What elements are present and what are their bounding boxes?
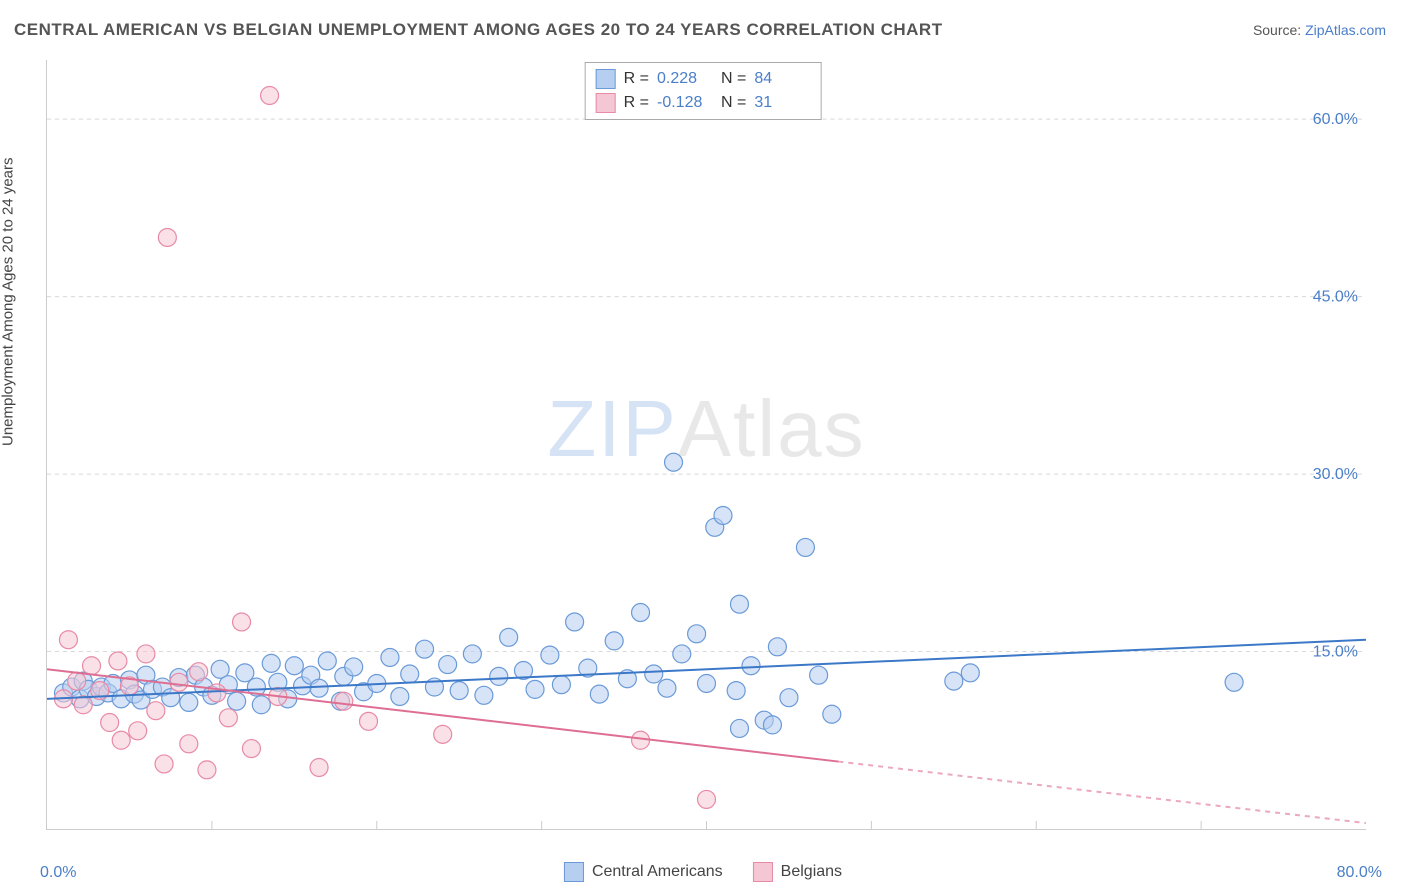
x-axis-end-label: 80.0% <box>1337 864 1382 882</box>
legend-swatch <box>753 862 773 882</box>
legend-stats-row: R = 0.228 N = 84 <box>596 67 811 91</box>
chart-title: CENTRAL AMERICAN VS BELGIAN UNEMPLOYMENT… <box>14 20 943 40</box>
legend-swatch <box>564 862 584 882</box>
n-label: N = <box>721 70 746 88</box>
source-prefix: Source: <box>1253 22 1305 38</box>
legend-stats-row: R = -0.128 N = 31 <box>596 91 811 115</box>
x-axis-start-label: 0.0% <box>40 864 76 882</box>
svg-text:15.0%: 15.0% <box>1313 644 1358 661</box>
r-label: R = <box>624 94 649 112</box>
r-value: 0.228 <box>657 70 713 88</box>
source-attribution: Source: ZipAtlas.com <box>1253 22 1386 38</box>
legend-series-item: Central Americans <box>564 862 723 882</box>
legend-swatch <box>596 93 616 113</box>
n-value: 84 <box>754 70 810 88</box>
r-label: R = <box>624 70 649 88</box>
scatter-chart: 15.0% 30.0% 45.0% 60.0% <box>47 60 1366 829</box>
svg-text:30.0%: 30.0% <box>1313 466 1358 483</box>
y-axis-label: Unemployment Among Ages 20 to 24 years <box>0 157 17 446</box>
legend-series-label: Central Americans <box>592 863 723 881</box>
legend-series-item: Belgians <box>753 862 842 882</box>
legend-series-label: Belgians <box>781 863 842 881</box>
legend-series: Central Americans Belgians <box>564 862 842 882</box>
r-value: -0.128 <box>657 94 713 112</box>
svg-text:60.0%: 60.0% <box>1313 111 1358 128</box>
legend-stats: R = 0.228 N = 84 R = -0.128 N = 31 <box>585 62 822 120</box>
legend-swatch <box>596 69 616 89</box>
n-value: 31 <box>754 94 810 112</box>
plot-area: ZIPAtlas 15.0%30.0%45.0%60.0% <box>46 60 1366 830</box>
source-link[interactable]: ZipAtlas.com <box>1305 22 1386 38</box>
n-label: N = <box>721 94 746 112</box>
svg-text:45.0%: 45.0% <box>1313 289 1358 306</box>
